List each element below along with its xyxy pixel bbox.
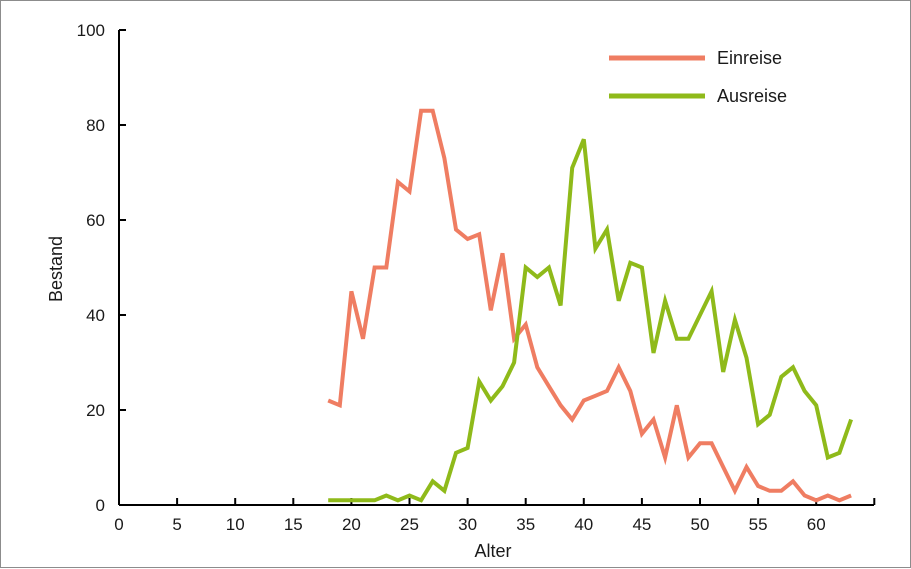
legend: Einreise Ausreise <box>609 48 787 106</box>
y-tick-label: 40 <box>86 306 105 325</box>
series-layer <box>327 108 853 503</box>
x-tick-label: 35 <box>516 515 535 534</box>
x-tick-label: 0 <box>114 515 123 534</box>
x-axis-title: Alter <box>474 541 511 561</box>
x-tick-label: 20 <box>342 515 361 534</box>
x-tick-label: 5 <box>172 515 181 534</box>
y-tick-label: 0 <box>96 496 105 515</box>
series-line-einreise <box>327 108 852 503</box>
axes: 0 20 40 60 80 100 0 5 10 15 20 25 30 35 40 45 50 55 60 <box>77 21 876 534</box>
x-tick-label: 10 <box>226 515 245 534</box>
x-tick-label: 60 <box>807 515 826 534</box>
series-line-ausreise <box>328 138 853 503</box>
x-tick-label: 40 <box>574 515 593 534</box>
y-tick-label: 20 <box>86 401 105 420</box>
legend-label-einreise: Einreise <box>717 48 782 68</box>
y-tick-label: 60 <box>86 211 105 230</box>
y-tick-label: 80 <box>86 116 105 135</box>
legend-label-ausreise: Ausreise <box>717 86 787 106</box>
y-tick-label: 100 <box>77 21 105 40</box>
x-tick-label: 15 <box>284 515 303 534</box>
x-tick-label: 25 <box>400 515 419 534</box>
x-tick-label: 30 <box>458 515 477 534</box>
x-tick-label: 45 <box>632 515 651 534</box>
y-axis-title: Bestand <box>46 236 66 302</box>
x-tick-label: 55 <box>749 515 768 534</box>
x-tick-label: 50 <box>691 515 710 534</box>
